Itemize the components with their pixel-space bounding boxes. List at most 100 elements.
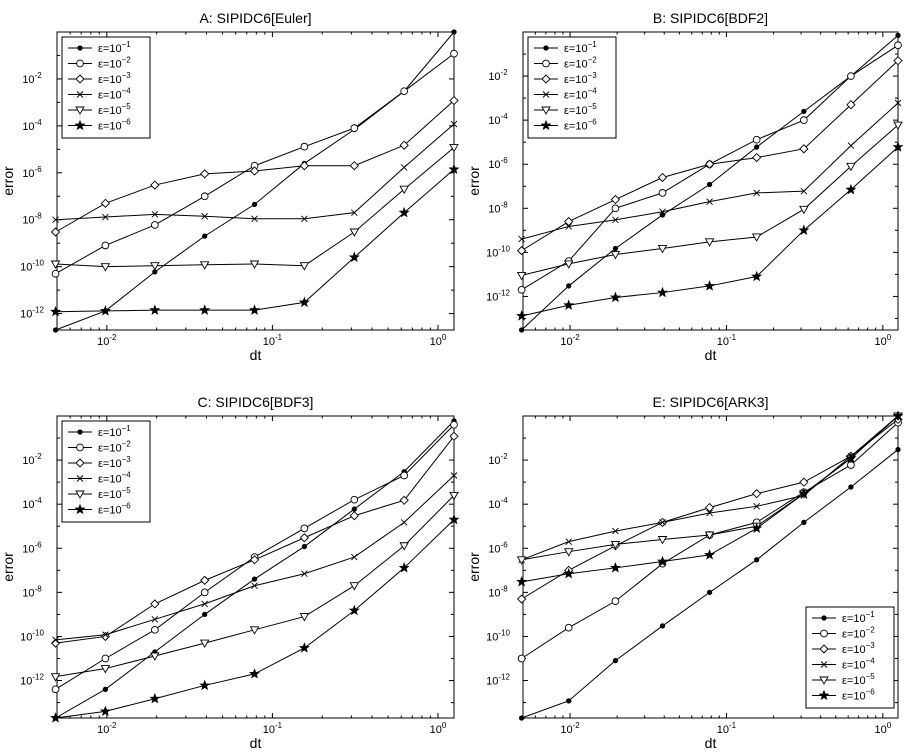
legend-label: ε=10−6 [842, 688, 875, 703]
series-6 [516, 410, 904, 587]
data-point [351, 553, 358, 561]
data-point [892, 141, 904, 152]
data-point [199, 639, 210, 648]
series-3 [516, 414, 903, 604]
data-point [398, 206, 410, 218]
legend-marker [541, 74, 551, 84]
data-point [563, 548, 574, 557]
plot-frame [56, 31, 455, 331]
legend-label: ε=10−2 [98, 56, 131, 71]
data-point [100, 665, 111, 674]
x-tick-label: 10-1 [717, 721, 737, 736]
series-6 [50, 513, 460, 723]
chart-panel-1: A: SIPIDC6[Euler] dt error 10-2 10-1 100 10-12… [0, 10, 460, 363]
data-point [611, 597, 620, 605]
series-line [521, 124, 899, 276]
data-point [199, 304, 211, 315]
data-point [249, 626, 260, 635]
data-point [704, 280, 716, 291]
x-tick-label: 10-1 [263, 333, 283, 348]
data-point [657, 536, 668, 545]
data-point [51, 269, 60, 278]
legend-label: ε=10−2 [98, 440, 131, 455]
data-point [752, 152, 762, 163]
data-point [704, 238, 715, 247]
legend-label: ε=10−4 [98, 471, 131, 486]
chart-panel-4: E: SIPIDC6[ARK3] dt error 10-2 10-1 100 10-12 1… [466, 394, 904, 751]
legend-label: ε=10−2 [564, 56, 597, 71]
y-tick-label: 10-8 [488, 584, 508, 599]
data-point [99, 705, 111, 717]
x-axis-label: dt [705, 347, 717, 363]
x-axis-label: dt [250, 347, 262, 363]
data-point [251, 215, 258, 223]
legend-marker [75, 490, 85, 499]
legend-marker [541, 106, 551, 115]
data-point [50, 305, 62, 317]
y-tick-label: 10-10 [486, 628, 510, 643]
data-point [799, 116, 808, 124]
y-tick-label: 10-6 [488, 540, 508, 555]
data-point [201, 212, 209, 220]
plot-frame [522, 415, 899, 719]
y-tick-label: 10-12 [20, 306, 44, 321]
series-6 [516, 141, 904, 321]
legend-marker [76, 59, 84, 68]
data-point [450, 49, 458, 58]
data-point [151, 211, 159, 218]
data-point [610, 540, 621, 550]
series-3 [50, 95, 459, 237]
data-point [566, 283, 572, 289]
series-5 [516, 412, 903, 565]
data-point [298, 642, 310, 653]
data-point [99, 305, 111, 316]
chart-title: B: SIPIDC6[BDF2] [653, 10, 768, 26]
x-tick-label: 10-1 [717, 333, 737, 348]
legend-marker [76, 91, 84, 98]
legend-box [527, 36, 617, 139]
data-point [301, 543, 308, 550]
data-point [450, 120, 458, 128]
legend: ε=10−1ε=10−2ε=10−3ε=10−4ε=10−5ε=10−6 [61, 420, 151, 523]
data-point [800, 187, 808, 195]
data-point [894, 99, 902, 107]
data-point [563, 260, 574, 269]
legend-label: ε=10−1 [564, 40, 597, 55]
legend-marker [819, 676, 829, 685]
data-point [751, 522, 763, 534]
series-3 [516, 56, 903, 256]
data-point [892, 410, 904, 421]
data-point [565, 538, 573, 545]
data-point [451, 29, 457, 35]
legend: ε=10−1ε=10−2ε=10−3ε=10−4ε=10−5ε=10−6 [527, 36, 617, 139]
x-axis-label: dt [705, 735, 717, 751]
y-tick-label: 10-6 [22, 165, 42, 180]
legend-label: ε=10−3 [842, 641, 875, 656]
legend-marker [77, 45, 83, 51]
data-point [400, 519, 408, 526]
data-point [894, 41, 902, 50]
legend-marker [542, 59, 550, 68]
legend-marker [543, 45, 549, 51]
y-tick-label: 10-2 [488, 68, 508, 83]
legend-label: ε=10−6 [564, 118, 597, 133]
data-point [751, 270, 763, 282]
legend-marker [74, 119, 86, 131]
data-point [251, 582, 258, 590]
data-point [150, 262, 160, 271]
x-tick-label: 10-2 [560, 333, 580, 348]
data-point [847, 72, 855, 80]
data-point [349, 582, 360, 591]
data-point [200, 588, 209, 597]
legend-marker [821, 615, 827, 621]
chart-panel-2: B: SIPIDC6[BDF2] dt error 10-2 10-1 100 10-12 1… [466, 10, 904, 363]
data-point [612, 657, 619, 664]
data-point [518, 715, 525, 721]
data-point [448, 513, 460, 525]
series-4 [52, 120, 458, 224]
data-point [448, 163, 460, 175]
data-point [611, 204, 620, 213]
data-point [52, 216, 59, 224]
series-4 [518, 99, 902, 243]
legend-marker [818, 689, 830, 701]
